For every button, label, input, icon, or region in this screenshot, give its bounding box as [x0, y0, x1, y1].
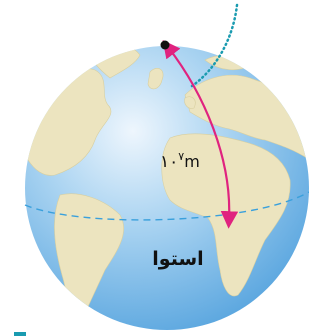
globe-diagram: ۱۰۷m استوا — [0, 0, 309, 336]
equator-label: استوا — [152, 248, 203, 270]
distance-unit: m — [184, 152, 200, 171]
distance-base: ۱۰ — [160, 152, 178, 172]
corner-mark — [14, 332, 26, 336]
north-pole-dot — [161, 41, 170, 50]
page: ۱۰۷m استوا (() => { const data = JSON.pa… — [0, 0, 309, 336]
